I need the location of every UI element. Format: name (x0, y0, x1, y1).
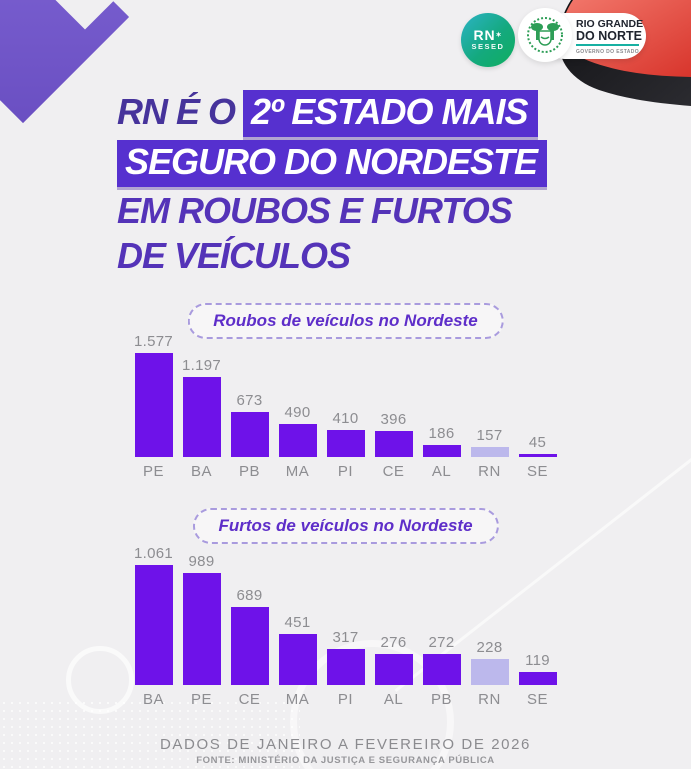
bar-column-se: 45 SE (518, 333, 557, 483)
bar-column-rn: 228 RN (470, 545, 509, 711)
bar (134, 353, 173, 458)
title-highlight-2: SEGURO DO NORDESTE (117, 140, 548, 187)
bar (182, 377, 221, 457)
bar-category-label: PI (337, 691, 354, 708)
bar-value-label: 451 (284, 614, 311, 631)
bar (470, 659, 509, 685)
bar-column-al: 186 AL (422, 333, 461, 483)
bar (230, 412, 269, 457)
bar-value-label: 276 (380, 634, 407, 651)
bar-value-label: 1.061 (133, 545, 174, 562)
bar-value-label: 1.197 (181, 357, 222, 374)
bar-chart-furtos: 1.061 BA 989 PE 689 CE 451 MA 317 PI 276 AL 272 PB 228… (133, 545, 557, 711)
bar-category-label: RN (478, 463, 501, 480)
bar (374, 654, 413, 685)
bar (326, 649, 365, 685)
bar-value-label: 119 (525, 652, 550, 669)
bar-category-label: RN (478, 691, 501, 708)
government-logo-line3: GOVERNO DO ESTADO (576, 44, 640, 58)
chart-title-furtos: Furtos de veículos no Nordeste (192, 508, 499, 544)
bar-category-label: PE (142, 463, 164, 481)
bar (278, 634, 317, 685)
bar-value-label: 490 (284, 404, 311, 421)
bar-category-label: BA (190, 463, 212, 480)
bar (422, 654, 461, 685)
bar (518, 672, 557, 685)
bar-column-al: 276 AL (374, 545, 413, 711)
bar-category-label: CE (238, 691, 261, 708)
bar-column-se: 119 SE (518, 545, 557, 711)
bar-value-label: 157 (476, 427, 503, 444)
bar (470, 447, 509, 457)
bar (182, 573, 221, 685)
bar-value-label: 989 (188, 553, 215, 570)
bar-value-label: 228 (476, 639, 503, 656)
dot-grid-decoration (0, 699, 300, 769)
bar-category-label: PE (190, 691, 212, 708)
bar (422, 445, 461, 457)
footer: DADOS DE JANEIRO A FEVEREIRO DE 2026 FON… (0, 736, 691, 766)
bar-category-label: PB (430, 691, 452, 708)
sesed-logo-rn: RN (473, 27, 496, 43)
bar-value-label: 272 (428, 634, 455, 651)
bar-category-label: AL (383, 691, 404, 708)
bar-category-label: MA (285, 463, 310, 480)
bar-column-rn: 157 RN (470, 333, 509, 483)
title-highlight-1: 2º ESTADO MAIS (243, 90, 538, 137)
bar-category-label: CE (382, 463, 405, 480)
bar-category-label: MA (285, 691, 310, 708)
bar (326, 430, 365, 457)
bar-value-label: 186 (428, 425, 455, 442)
bar-column-pb: 673 PB (230, 333, 269, 483)
bar-column-pi: 410 PI (326, 333, 365, 483)
bar-chart-roubos: 1.577 PE 1.197 BA 673 PB 490 MA 410 PI 396 CE 186 AL 1… (133, 333, 557, 483)
bar-value-label: 1.577 (133, 333, 174, 350)
page-title: RN É O 2º ESTADO MAIS SEGURO DO NORDESTE … (117, 90, 548, 280)
bar-column-ce: 396 CE (374, 333, 413, 483)
bar-category-label: BA (142, 691, 164, 708)
bar-value-label: 396 (380, 411, 407, 428)
bar-column-ce: 689 CE (230, 545, 269, 711)
bar-value-label: 689 (236, 587, 263, 604)
bar-category-label: SE (526, 691, 548, 708)
header-logos: RN✶ SESED RIO GRANDE DO NORTE GOVERNO (0, 0, 691, 80)
bar-column-pe: 989 PE (182, 545, 221, 711)
bar-column-ba: 1.061 BA (133, 545, 174, 711)
sesed-logo-text: SESED (471, 42, 505, 51)
bar-category-label: PI (337, 463, 354, 480)
bar-category-label: PB (238, 463, 260, 480)
bar (518, 454, 557, 457)
bar (134, 565, 173, 685)
bar-category-label: AL (431, 463, 452, 480)
bar-value-label: 410 (332, 410, 359, 427)
sesed-logo: RN✶ SESED (461, 13, 515, 67)
sesed-logo-mark-icon: ✶ (495, 32, 503, 39)
government-logo: RIO GRANDE DO NORTE GOVERNO DO ESTADO (518, 6, 648, 64)
bar-value-label: 673 (236, 392, 263, 409)
footer-source: FONTE: MINISTÉRIO DA JUSTIÇA E SEGURANÇA… (196, 755, 495, 766)
state-crest-icon (518, 8, 572, 62)
bar-column-pi: 317 PI (326, 545, 365, 711)
title-prefix: RN É O (117, 91, 236, 132)
government-logo-line1: RIO GRANDE (576, 18, 644, 30)
bar-column-pb: 272 PB (422, 545, 461, 711)
government-logo-line2: DO NORTE (576, 29, 642, 43)
chart-title-roubos: Roubos de veículos no Nordeste (187, 303, 504, 339)
bar (278, 424, 317, 457)
bar-column-ma: 490 MA (278, 333, 317, 483)
bar (230, 607, 269, 685)
bar-column-ba: 1.197 BA (181, 333, 222, 483)
bar-value-label: 317 (332, 629, 359, 646)
title-line-3: EM ROUBOS E FURTOS (117, 190, 513, 231)
title-line-4: DE VEÍCULOS (117, 235, 351, 276)
bar-value-label: 45 (528, 434, 547, 451)
bar-column-ma: 451 MA (278, 545, 317, 711)
bar (374, 431, 413, 457)
bar-column-pe: 1.577 PE (133, 333, 174, 483)
bar-category-label: SE (526, 463, 548, 480)
footer-period: DADOS DE JANEIRO A FEVEREIRO DE 2026 (159, 736, 532, 753)
